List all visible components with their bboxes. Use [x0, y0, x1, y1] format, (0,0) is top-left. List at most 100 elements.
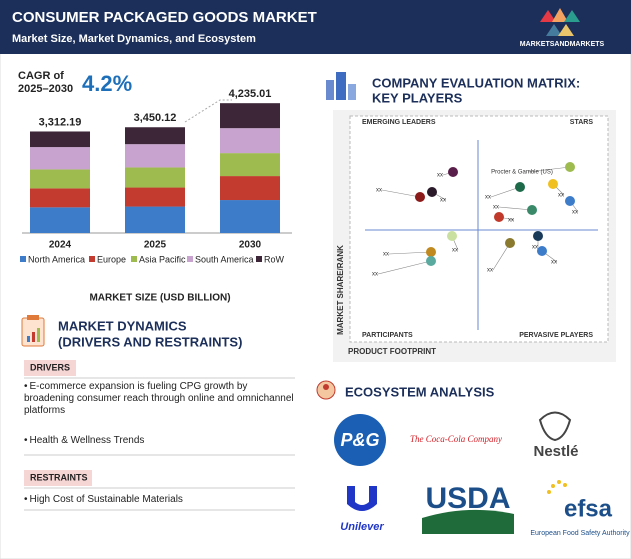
bar-segment	[125, 206, 185, 233]
header-subtitle: Market Size, Market Dynamics, and Ecosys…	[12, 33, 256, 45]
company-dot	[447, 231, 457, 241]
total-label: 3,312.19	[39, 116, 82, 128]
legend-swatch	[131, 256, 137, 262]
driver-item: Health & Wellness Trends	[24, 435, 294, 447]
company-label: xx	[437, 173, 443, 179]
total-label: 4,235.01	[229, 88, 272, 100]
legend-swatch	[20, 256, 26, 262]
company-dot	[537, 246, 547, 256]
bar-segment	[30, 131, 90, 148]
restraint-item: High Cost of Sustainable Materials	[24, 494, 294, 506]
matrix-title: COMPANY EVALUATION MATRIX:	[372, 75, 580, 90]
x-axis-label: MARKET SIZE (USD BILLION)	[89, 293, 230, 304]
cagr-label: CAGR of	[18, 70, 64, 82]
x-tick-label: 2025	[144, 240, 167, 251]
bar-chart: 3,312.19 2024 3,450.12 2025 4,235.01 2030 Nort…	[20, 88, 285, 264]
efsa-stars	[547, 480, 567, 494]
dynamics-title: MARKET DYNAMICS	[58, 318, 187, 333]
total-label: 3,450.12	[134, 112, 177, 124]
company-label: xx	[376, 188, 382, 194]
quadrant-label: PARTICIPANTS	[362, 332, 413, 339]
legend-swatch	[89, 256, 95, 262]
matrix-icon	[326, 72, 356, 100]
company-dot	[415, 192, 425, 202]
usda-logo: USDA	[425, 482, 510, 515]
quadrant-label: STARS	[570, 119, 594, 126]
unilever-logo: Unilever	[340, 521, 384, 533]
company-label: xx	[452, 248, 458, 254]
legend-label: Asia Pacific	[139, 254, 186, 264]
company-dot	[427, 187, 437, 197]
company-dot	[505, 238, 515, 248]
company-label: xx	[372, 272, 378, 278]
legend-label: South America	[195, 254, 254, 264]
bar-segment	[30, 207, 90, 233]
efsa-full-name: European Food Safety Authority	[530, 530, 630, 537]
coca-cola-logo: The Coca-Cola Company	[410, 434, 502, 444]
header-title: CONSUMER PACKAGED GOODS MARKET	[12, 9, 317, 26]
bar-segment	[220, 128, 280, 154]
company-dot	[448, 167, 458, 177]
leader-line	[527, 166, 571, 173]
bar-segment	[125, 187, 185, 207]
driver-item: E-commerce expansion is fueling CPG grow…	[24, 381, 294, 417]
bar-segment	[220, 153, 280, 177]
bar-segment	[125, 144, 185, 168]
x-tick-label: 2030	[239, 240, 262, 251]
bar-segment	[220, 200, 280, 233]
bar-segment	[125, 167, 185, 188]
company-dot	[426, 256, 436, 266]
company-label: xx	[493, 205, 499, 211]
company-label: xx	[487, 268, 493, 274]
bar-segment	[30, 188, 90, 208]
company-dot	[565, 196, 575, 206]
dynamics-title: (DRIVERS AND RESTRAINTS)	[58, 334, 242, 349]
ecosystem-icon	[316, 380, 336, 400]
nestle-logo: Nestlé	[533, 443, 578, 460]
bar-segment	[220, 103, 280, 129]
company-label: xx	[485, 195, 491, 201]
company-label: xx	[383, 252, 389, 258]
efsa-logo: efsa	[564, 495, 613, 522]
pg-logo	[334, 414, 386, 466]
x-tick-label: 2024	[49, 240, 72, 251]
company-label: xx	[551, 260, 557, 266]
leader-line	[490, 186, 521, 198]
company-label: xx	[440, 198, 446, 204]
usda-field	[422, 509, 514, 534]
company-dot	[515, 182, 525, 192]
company-label: xx	[532, 245, 538, 251]
bar-segment	[125, 127, 185, 145]
drivers-tag	[24, 360, 76, 376]
matrix-y-label: MARKET SHARE/RANK	[336, 245, 345, 335]
quadrant-label: PERVASIVE PLAYERS	[519, 332, 593, 339]
logo-text: MARKETSANDMARKETS	[520, 41, 605, 48]
legend-swatch	[256, 256, 262, 262]
company-dot	[527, 205, 537, 215]
dynamics-icon	[21, 315, 45, 347]
company-label: xx	[558, 193, 564, 199]
header-band	[0, 0, 631, 54]
drivers-label: DRIVERS	[30, 362, 70, 372]
matrix-area	[349, 115, 609, 343]
bar-segment	[220, 176, 280, 201]
unilever-mark	[347, 486, 377, 511]
growth-arrow	[184, 99, 232, 123]
matrix-title: KEY PLAYERS	[372, 90, 463, 105]
company-dot	[548, 179, 558, 189]
company-dot	[565, 162, 575, 172]
company-label: xx	[508, 218, 514, 224]
legend-label: North America	[28, 254, 85, 264]
company-dot	[426, 247, 436, 257]
pg-logo-text: P&G	[340, 430, 379, 450]
company-label: Procter & Gamble (US)	[491, 170, 553, 176]
legend-label: RoW	[264, 254, 285, 264]
bar-segment	[30, 169, 90, 189]
bar-segment	[30, 147, 90, 170]
restraints-label: RESTRAINTS	[30, 472, 88, 482]
matrix-x-label: PRODUCT FOOTPRINT	[348, 347, 436, 356]
leader-line	[377, 260, 432, 275]
